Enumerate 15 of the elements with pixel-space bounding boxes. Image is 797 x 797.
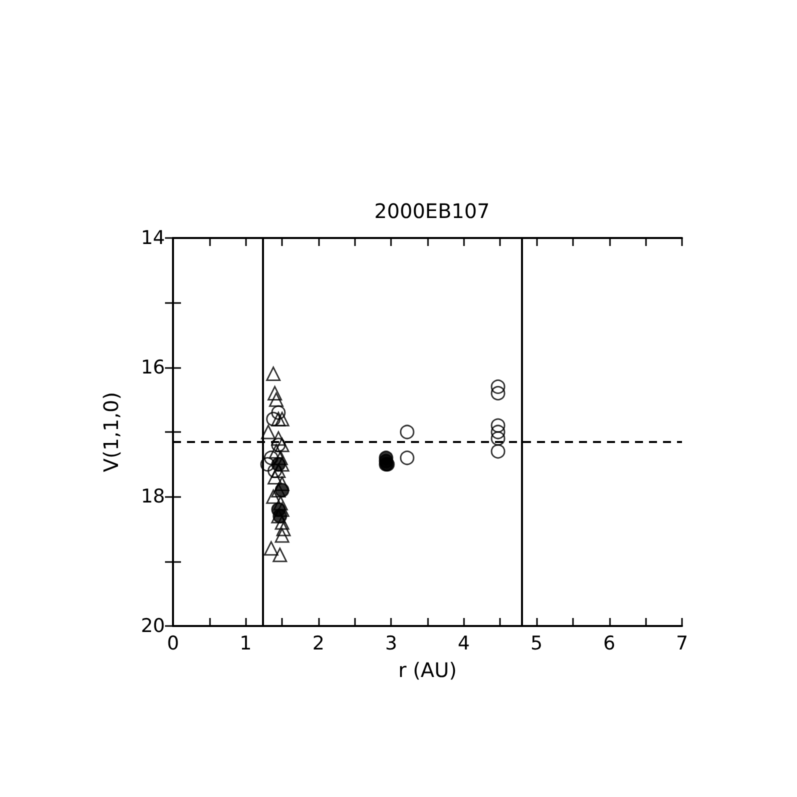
- y-tick-label: 16: [140, 356, 165, 378]
- y-tick-label: 18: [140, 486, 165, 508]
- x-tick-label: 1: [240, 632, 252, 654]
- x-tick-label: 3: [385, 632, 398, 654]
- y-tick-label: 20: [140, 615, 165, 637]
- x-axis-title: r (AU): [398, 658, 457, 682]
- x-tick-label: 6: [603, 632, 616, 654]
- x-tick-label: 5: [530, 632, 543, 654]
- x-tick-label: 0: [166, 632, 180, 654]
- y-axis-title: V(1,1,0): [99, 392, 123, 472]
- x-tick-label: 4: [458, 632, 470, 654]
- x-tick-label: 2: [312, 632, 324, 654]
- y-tick-label: 14: [140, 227, 165, 249]
- chart-title: 2000EB107: [374, 199, 490, 223]
- x-tick-label: 7: [676, 632, 688, 654]
